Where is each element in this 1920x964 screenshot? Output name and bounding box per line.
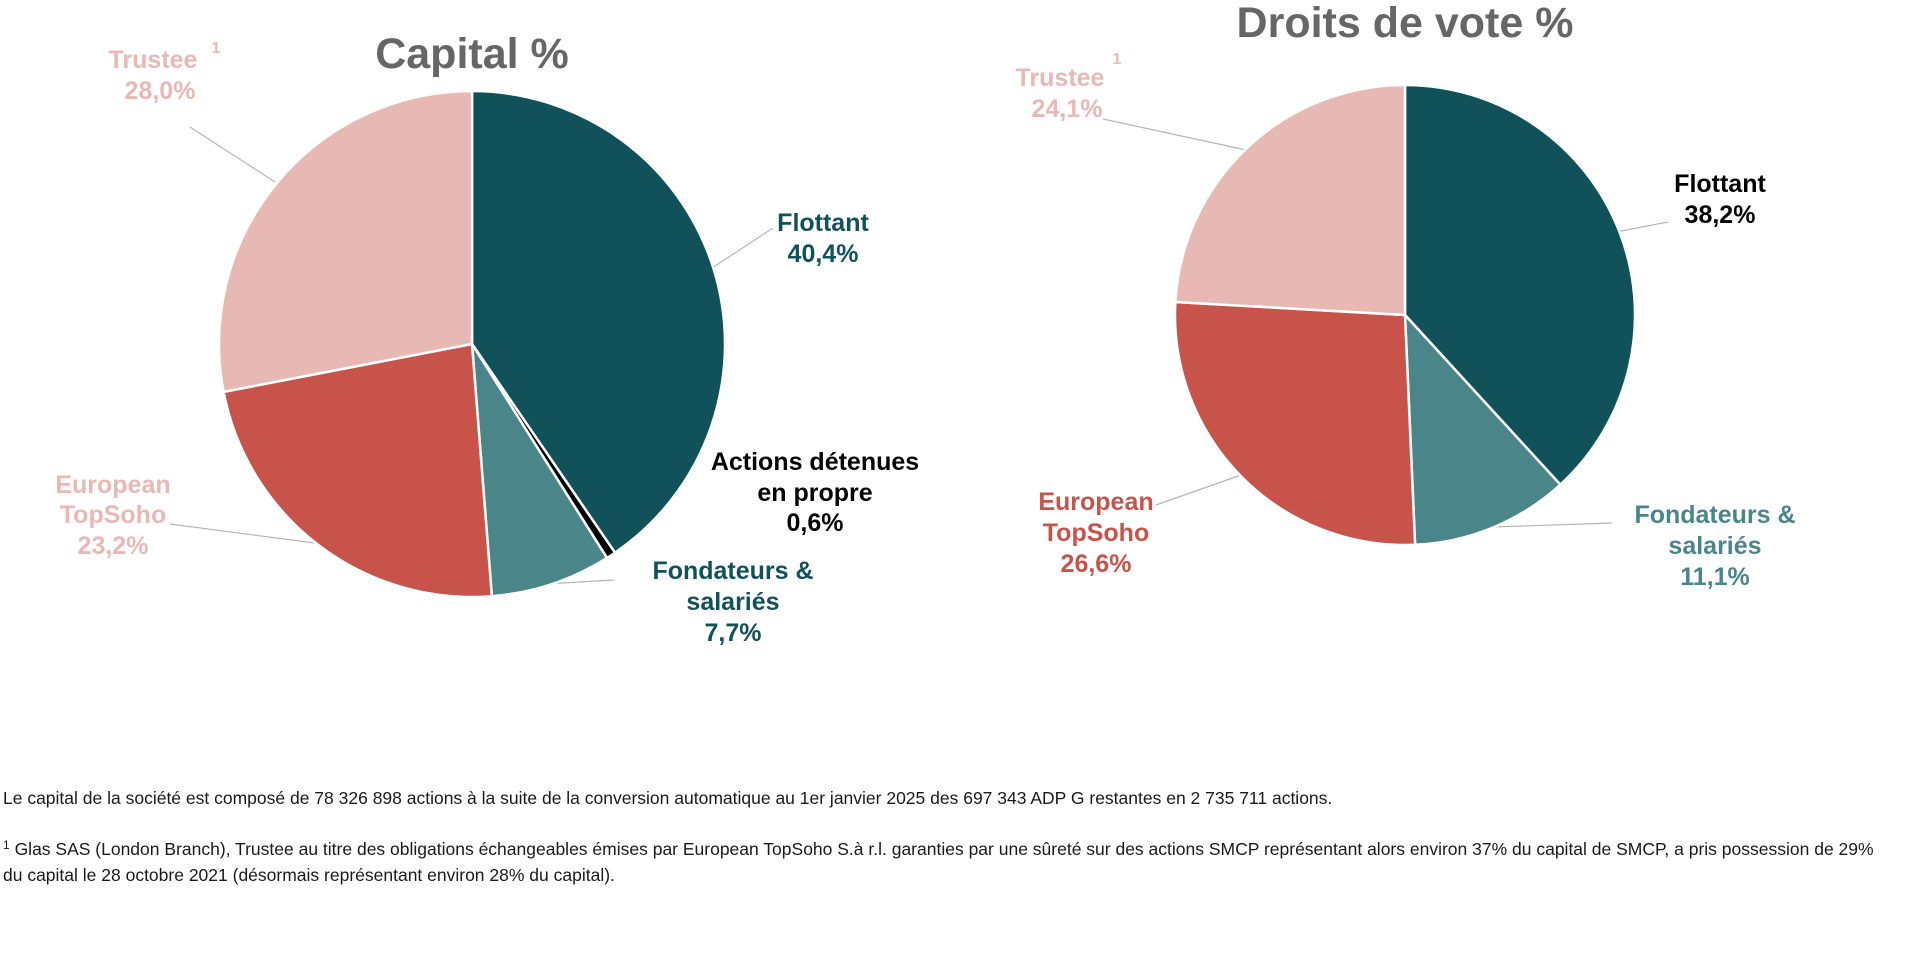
trustee-footnote: 1 Glas SAS (London Branch), Trustee au t… bbox=[3, 836, 1893, 888]
slice-trustee bbox=[217, 89, 474, 394]
capital-slices bbox=[217, 89, 727, 599]
leader-line-fondateurs-and-salaries bbox=[1491, 522, 1613, 528]
slice-fondateurs-and-salaries bbox=[1403, 313, 1562, 547]
value-label-trustee: 24,1% bbox=[1032, 95, 1103, 123]
category-label-fondateurs-and-salaries: Fondateurs & bbox=[652, 557, 813, 585]
voting-rights-pie-chart: Droits de vote % Flottant 38,2% Fondateurs… bbox=[1016, 0, 1796, 591]
footnote-marker-trustee: 1 bbox=[1113, 51, 1122, 68]
leader-line-european-topsoho bbox=[1155, 474, 1242, 506]
value-label-trustee: 28,0% bbox=[125, 77, 196, 105]
voting-rights-leader-lines bbox=[1102, 118, 1669, 528]
leader-line-flottant bbox=[711, 227, 774, 269]
category-label-fondateurs-and-salaries: salariés bbox=[1668, 532, 1761, 560]
value-label-actions-detenues-en-propre: 0,6% bbox=[787, 509, 844, 537]
leader-line-european-topsoho bbox=[169, 523, 323, 545]
category-label-european-topsoho: European bbox=[55, 471, 170, 499]
slice-fondateurs-and-salaries bbox=[470, 342, 609, 598]
category-label-european-topsoho: TopSoho bbox=[60, 501, 166, 529]
voting-rights-chart-title: Droits de vote % bbox=[1237, 0, 1574, 47]
value-label-european-topsoho: 26,6% bbox=[1061, 550, 1132, 578]
slice-european-topsoho bbox=[222, 342, 494, 599]
value-label-fondateurs-and-salaries: 11,1% bbox=[1680, 563, 1750, 591]
value-label-flottant: 40,4% bbox=[788, 240, 859, 268]
leader-line-trustee bbox=[1102, 118, 1247, 151]
trustee-footnote-text: Glas SAS (London Branch), Trustee au tit… bbox=[3, 839, 1874, 885]
leader-line-trustee bbox=[189, 126, 276, 183]
slice-flottant bbox=[470, 89, 727, 554]
category-label-european-topsoho: TopSoho bbox=[1043, 519, 1149, 547]
capital-composition-note: Le capital de la société est composé de … bbox=[3, 788, 1333, 808]
footnote-marker: 1 bbox=[3, 838, 10, 852]
voting-rights-data-labels: Flottant 38,2% Fondateurs & salariés 11,1% Eu… bbox=[1016, 51, 1796, 591]
value-label-fondateurs-and-salaries: 7,7% bbox=[705, 619, 762, 647]
value-label-european-topsoho: 23,2% bbox=[78, 532, 149, 560]
footnote-marker-trustee: 1 bbox=[212, 40, 221, 57]
slice-european-topsoho bbox=[1173, 300, 1417, 547]
category-label-actions-detenues-en-propre: Actions détenues bbox=[711, 448, 919, 476]
category-label-fondateurs-and-salaries: salariés bbox=[686, 588, 779, 616]
capital-data-labels: Flottant 40,4% Actions détenues en propre0,… bbox=[55, 40, 919, 647]
slice-flottant bbox=[1403, 83, 1637, 486]
voting-rights-slices bbox=[1173, 83, 1637, 547]
pie-charts-figure: Capital % Flottant 40,4% Actions détenues e… bbox=[55, 0, 1796, 647]
category-label-trustee: Trustee bbox=[109, 46, 198, 74]
category-label-actions-detenues-en-propre: en propre bbox=[757, 479, 872, 507]
category-label-flottant: Flottant bbox=[777, 209, 869, 237]
capital-chart-title: Capital % bbox=[375, 30, 569, 78]
category-label-flottant: Flottant bbox=[1674, 170, 1766, 198]
category-label-european-topsoho: European bbox=[1038, 488, 1153, 516]
capital-pie-chart: Capital % Flottant 40,4% Actions détenues e… bbox=[55, 30, 919, 647]
slice-trustee bbox=[1174, 83, 1407, 317]
category-label-trustee: Trustee bbox=[1016, 64, 1105, 92]
leader-line-flottant bbox=[1615, 221, 1669, 233]
value-label-flottant: 38,2% bbox=[1685, 201, 1756, 229]
category-label-fondateurs-and-salaries: Fondateurs & bbox=[1634, 501, 1795, 529]
